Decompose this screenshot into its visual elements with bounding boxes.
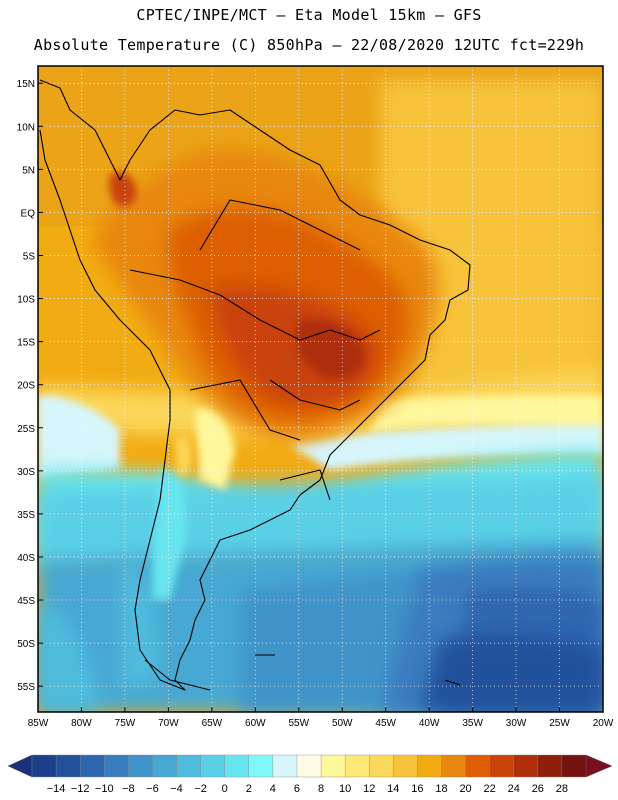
colorbar-label: 26 (532, 783, 544, 795)
colorbar-left-arrow (7, 754, 33, 778)
colorbar-label: −14 (47, 783, 66, 795)
colorbar-swatch (200, 754, 226, 778)
colorbar-right-arrow (585, 754, 613, 778)
colorbar-swatch (296, 754, 322, 778)
colorbar-swatch (393, 754, 418, 778)
lon-tick-label: 50W (332, 718, 353, 729)
colorbar-swatch (104, 754, 129, 778)
colorbar-label: 8 (318, 783, 324, 795)
colorbar-swatch (417, 754, 442, 778)
colorbar-swatch (224, 754, 250, 778)
colorbar-swatch (176, 754, 202, 778)
map-frame (37, 65, 604, 713)
colorbar-label: 6 (294, 783, 300, 795)
colorbar-label: 0 (222, 783, 228, 795)
colorbar-swatch (272, 754, 298, 778)
lon-tick-label: 85W (28, 718, 49, 729)
colorbar-label: 10 (339, 783, 351, 795)
lon-tick-label: 20W (593, 718, 614, 729)
colorbar-label: 24 (508, 783, 520, 795)
lat-tick-label: 15S (17, 338, 35, 349)
lon-tick-label: 65W (202, 718, 223, 729)
longitude-axis: 85W 80W 75W 70W 65W 60W 55W 50W 45W 40W 35W 30W 25W 2… (28, 707, 614, 729)
chart-title-line-2: Absolute Temperature (C) 850hPa – 22/08/… (33, 36, 585, 54)
colorbar-swatch (248, 754, 274, 778)
colorbar-swatch (152, 754, 178, 778)
lat-tick-label: 5N (22, 165, 35, 176)
colorbar-label: 4 (270, 783, 276, 795)
colorbar-swatch (537, 754, 563, 778)
lon-tick-label: 55W (288, 718, 309, 729)
temperature-field (38, 66, 603, 712)
colorbar-label: 12 (363, 783, 375, 795)
lat-tick-label: 55S (17, 682, 35, 693)
colorbar-swatch (79, 754, 105, 778)
lat-tick-label: 25S (17, 424, 35, 435)
lon-tick-label: 80W (71, 718, 92, 729)
temperature-colorbar: −14 −12 −10 −8 −6 −4 −2 0 2 4 6 8 10 12 14 16 18 20 22 24 26… (7, 754, 613, 795)
lon-tick-label: 25W (549, 718, 570, 729)
colorbar-label: 18 (435, 783, 447, 795)
colorbar-label: 14 (387, 783, 399, 795)
colorbar-label: 2 (246, 783, 252, 795)
lon-tick-label: 70W (158, 718, 179, 729)
colorbar-label: −8 (122, 783, 135, 795)
lat-tick-label: 5S (23, 251, 36, 262)
colorbar-swatch (128, 754, 153, 778)
lat-tick-label: 10N (17, 122, 35, 133)
colorbar-label: −6 (146, 783, 159, 795)
colorbar-swatch (320, 754, 346, 778)
colorbar-swatch (55, 754, 81, 778)
colorbar-swatch (369, 754, 394, 778)
colorbar-label: −12 (71, 783, 90, 795)
lat-tick-label: 35S (17, 510, 35, 521)
lon-tick-label: 60W (245, 718, 266, 729)
colorbar-swatch (561, 754, 587, 778)
lon-tick-label: 45W (375, 718, 396, 729)
lon-tick-label: 35W (462, 718, 483, 729)
lat-tick-label: 15N (17, 79, 35, 90)
lat-tick-label: 30S (17, 467, 35, 478)
colorbar-swatch (344, 754, 370, 778)
colorbar-label: 28 (556, 783, 568, 795)
colorbar-swatch (31, 754, 57, 778)
lon-tick-label: 75W (115, 718, 136, 729)
lat-tick-label: 40S (17, 553, 35, 564)
lat-tick-label: 50S (17, 639, 35, 650)
lat-tick-label: EQ (21, 208, 36, 219)
lat-tick-label: 45S (17, 596, 35, 607)
colorbar-label: −10 (95, 783, 114, 795)
latitude-axis: 15N 10N 5N EQ 5S 10S 15S 20S 25S 30S 35S 40S 45S 50S 5… (17, 79, 43, 693)
colorbar-swatch (513, 754, 539, 778)
colorbar-label: −4 (170, 783, 183, 795)
lon-tick-label: 40W (419, 718, 440, 729)
lat-tick-label: 20S (17, 381, 35, 392)
colorbar-swatch (441, 754, 467, 778)
lon-tick-label: 30W (506, 718, 527, 729)
coastline-outline (39, 79, 471, 691)
colorbar-label: 22 (484, 783, 496, 795)
chart-title-line-1: CPTEC/INPE/MCT – Eta Model 15km – GFS (136, 6, 482, 24)
lat-tick-label: 10S (17, 295, 35, 306)
colorbar-label: 16 (411, 783, 423, 795)
colorbar-label: 20 (459, 783, 471, 795)
colorbar-swatch (465, 754, 491, 778)
colorbar-swatch (489, 754, 515, 778)
colorbar-label: −2 (194, 783, 207, 795)
